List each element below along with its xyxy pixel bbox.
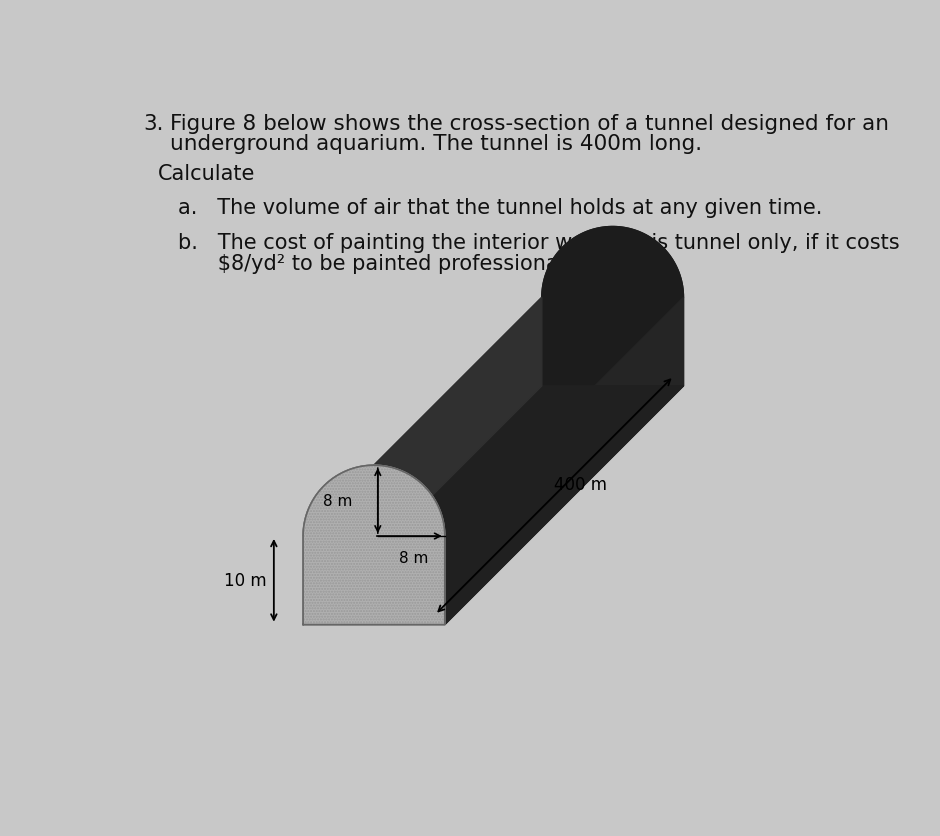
Polygon shape — [303, 386, 683, 624]
Polygon shape — [303, 298, 541, 624]
Text: 3.: 3. — [143, 114, 164, 134]
Text: Figure 8 below shows the cross-section of a tunnel designed for an: Figure 8 below shows the cross-section o… — [170, 114, 889, 134]
Text: 400 m: 400 m — [554, 475, 607, 493]
Text: underground aquarium. The tunnel is 400m long.: underground aquarium. The tunnel is 400m… — [170, 134, 702, 154]
Text: Calculate: Calculate — [158, 163, 256, 183]
Polygon shape — [303, 466, 445, 624]
Text: b.   The cost of painting the interior wall of this tunnel only, if it costs: b. The cost of painting the interior wal… — [178, 232, 900, 252]
Polygon shape — [445, 298, 683, 624]
Text: $8/yd² to be painted professionally.: $8/yd² to be painted professionally. — [178, 253, 586, 273]
Polygon shape — [303, 227, 683, 537]
Polygon shape — [541, 227, 683, 386]
Text: 8 m: 8 m — [399, 550, 428, 565]
Text: 10 m: 10 m — [224, 572, 266, 589]
Text: a.   The volume of air that the tunnel holds at any given time.: a. The volume of air that the tunnel hol… — [178, 198, 822, 218]
Text: 8 m: 8 m — [323, 493, 352, 508]
